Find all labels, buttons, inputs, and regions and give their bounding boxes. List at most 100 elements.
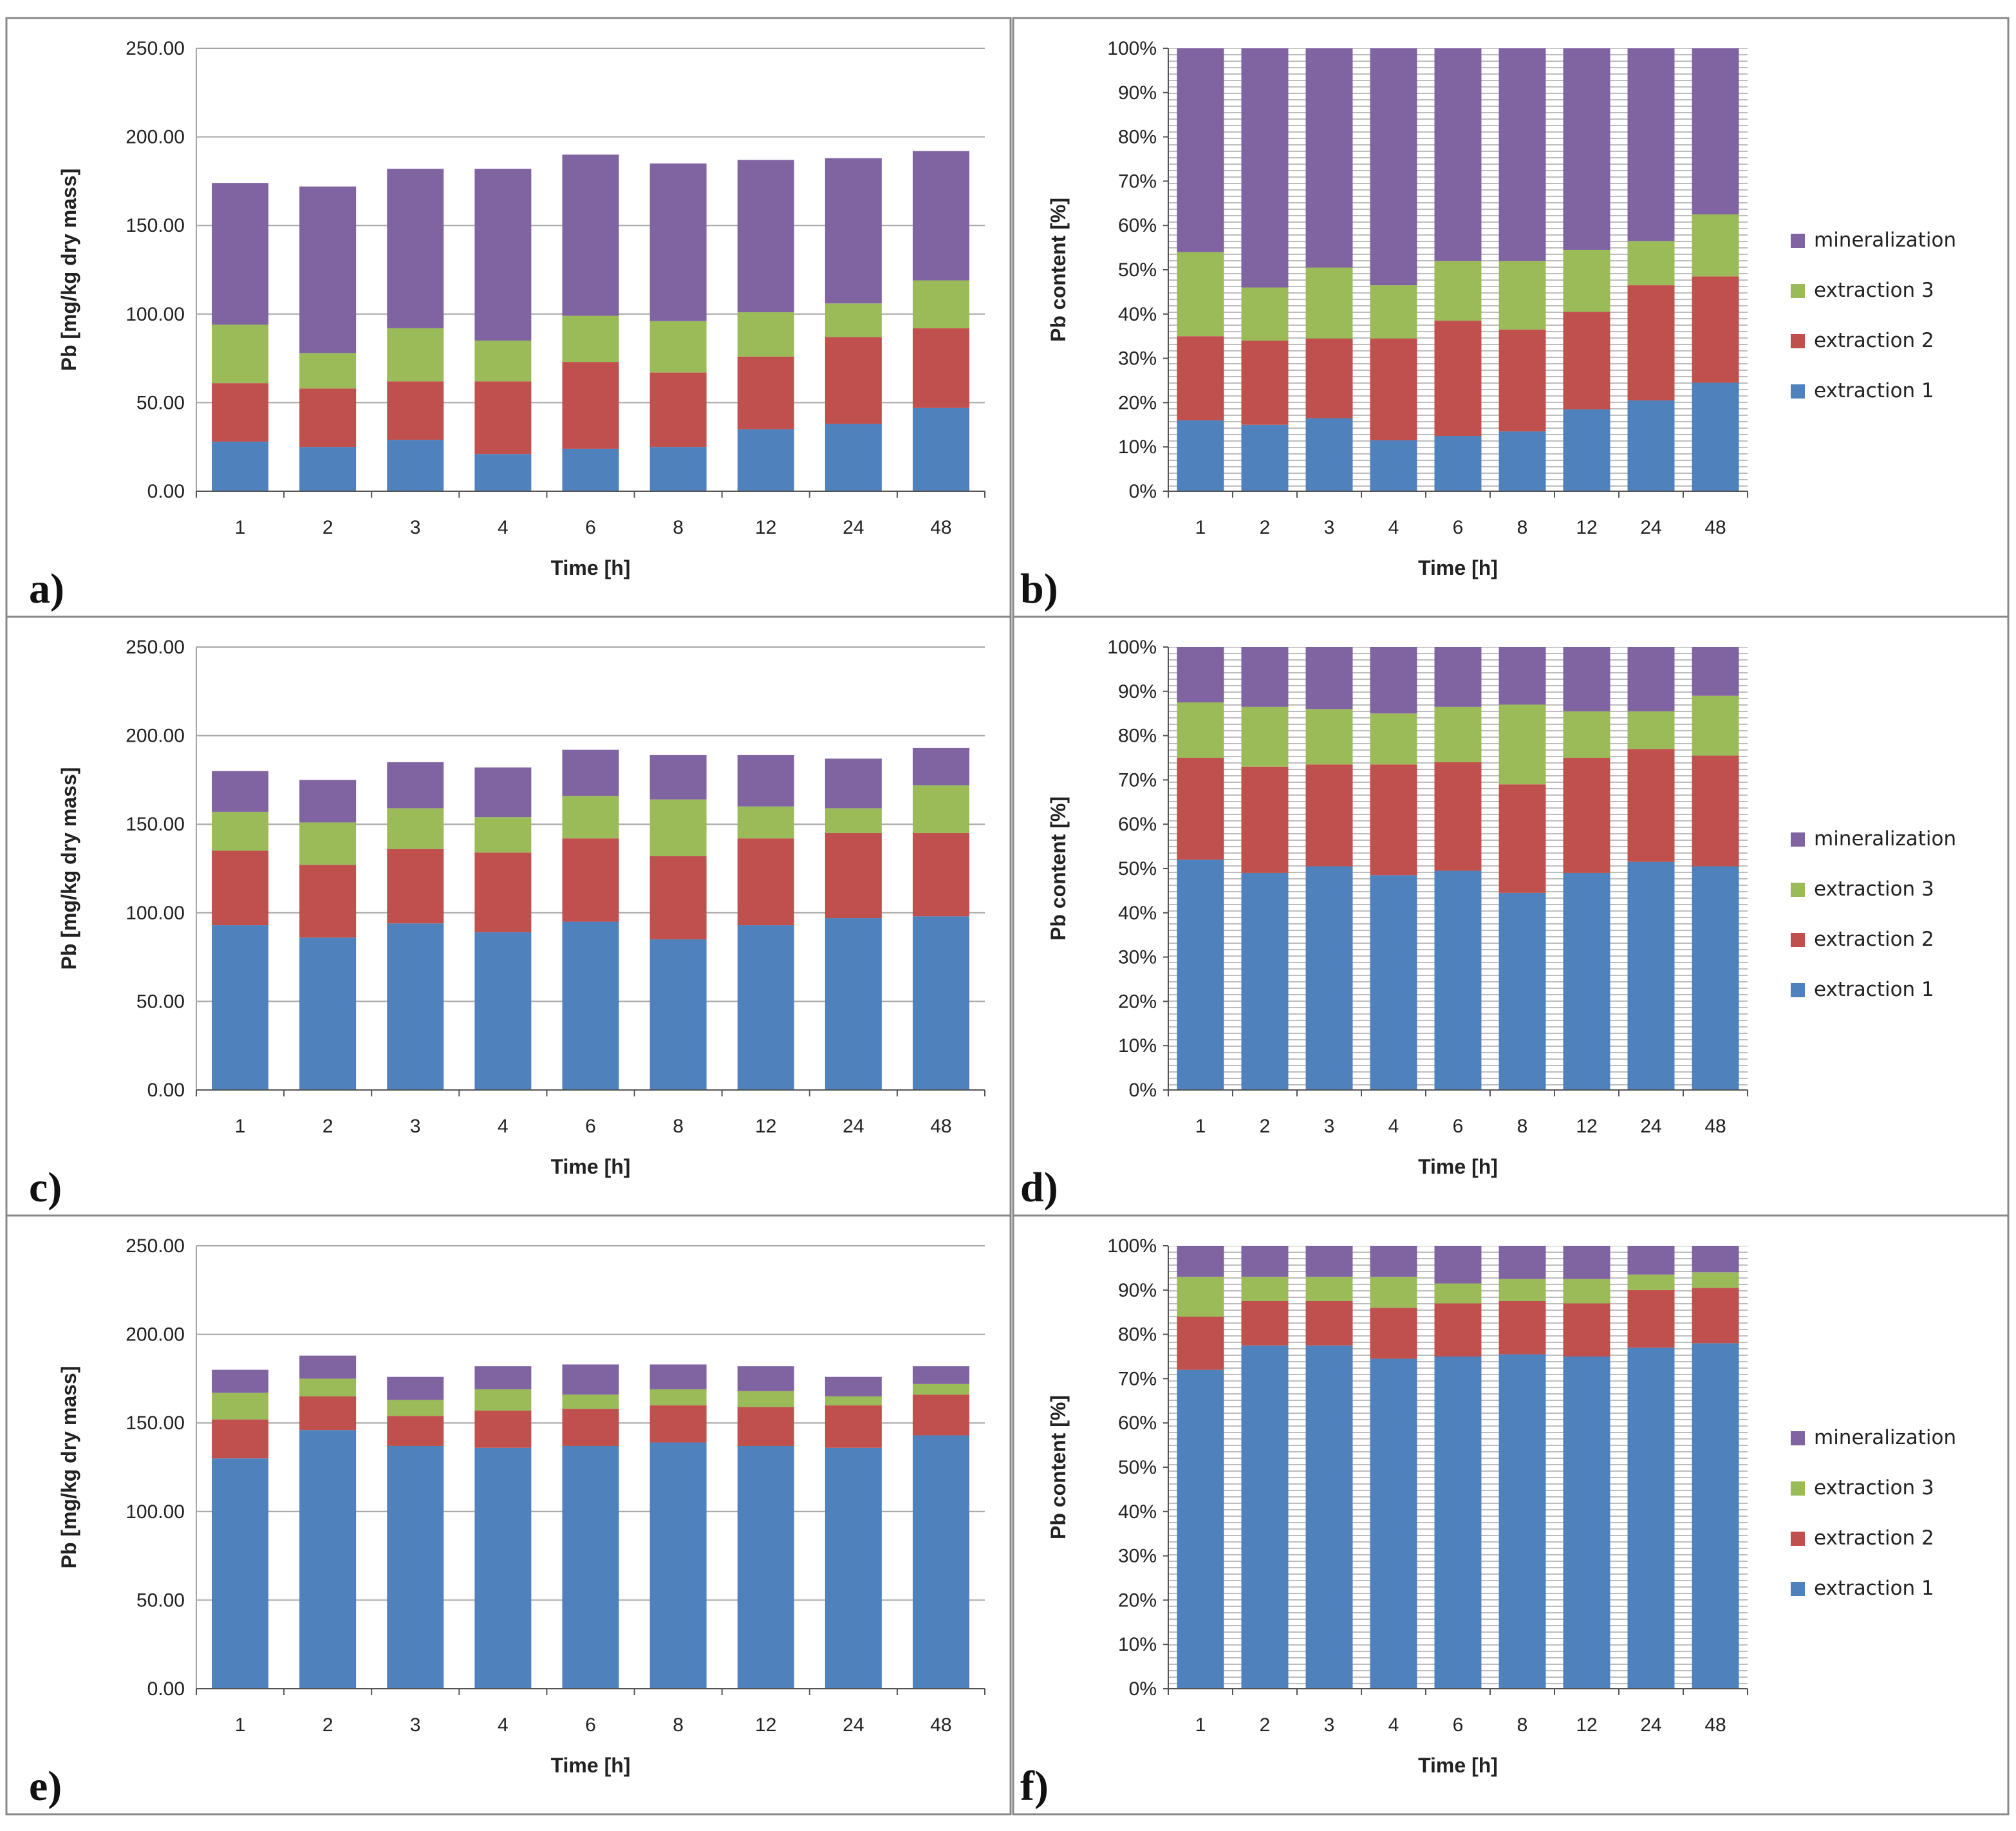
bar-segment <box>1563 1303 1610 1357</box>
x-tick-label: 6 <box>1453 1714 1464 1736</box>
y-tick-label: 30% <box>1118 348 1157 370</box>
bar-segment <box>737 925 794 1090</box>
legend-label: extraction 3 <box>1814 878 1934 901</box>
bar-segment <box>1563 758 1610 873</box>
x-tick-label: 12 <box>1576 1116 1597 1137</box>
bar-segment <box>1563 647 1610 711</box>
x-tick-label: 48 <box>930 517 951 538</box>
bar-segment <box>1434 436 1482 491</box>
bar-segment <box>1305 709 1353 765</box>
bar-segment <box>1563 872 1610 1090</box>
y-tick-label: 200.00 <box>126 127 185 148</box>
bar-segment <box>212 925 269 1090</box>
legend-label: extraction 1 <box>1814 1577 1934 1600</box>
bar-segment <box>1370 440 1417 491</box>
y-tick-label: 70% <box>1118 769 1157 791</box>
bar-segment <box>825 1376 882 1396</box>
bar-segment <box>1370 285 1417 339</box>
legend-label: extraction 2 <box>1814 1526 1934 1550</box>
x-tick-label: 12 <box>755 1714 776 1736</box>
x-axis-title: Time [h] <box>551 556 631 579</box>
bar-segment <box>1241 647 1289 707</box>
bar-segment <box>649 755 707 800</box>
x-tick-label: 2 <box>1260 1714 1271 1736</box>
bar-segment <box>1692 1246 1739 1273</box>
bar-segment <box>474 767 532 818</box>
bar-segment <box>1177 758 1224 860</box>
bar-segment <box>1241 1246 1289 1277</box>
bar-segment <box>1692 276 1739 383</box>
bar-segment <box>649 939 707 1090</box>
y-axis-title: Pb [mg/kg dry mass] <box>57 1366 80 1569</box>
x-tick-label: 24 <box>843 517 864 538</box>
bar-segment <box>1498 647 1546 705</box>
bar-segment <box>649 799 707 856</box>
panel-label: e) <box>29 1763 62 1810</box>
x-tick-label: 24 <box>1640 517 1661 538</box>
bar-segment <box>212 811 269 851</box>
bar-segment <box>1177 48 1224 252</box>
bar-segment <box>825 832 882 919</box>
bar-segment <box>1563 1357 1610 1689</box>
bar-segment <box>1177 1317 1224 1370</box>
bar-segment <box>1434 1283 1482 1304</box>
bar-segment <box>474 1366 532 1389</box>
bar-segment <box>474 1447 532 1689</box>
bar-segment <box>1498 329 1546 432</box>
bar-segment <box>212 1458 269 1689</box>
bar-segment <box>1305 647 1353 709</box>
legend-label: extraction 3 <box>1814 1476 1934 1499</box>
bar-segment <box>474 852 532 933</box>
bar-segment <box>387 1376 444 1400</box>
bar-segment <box>1434 1357 1482 1689</box>
y-axis-title: Pb content [%] <box>1047 198 1070 342</box>
x-tick-label: 48 <box>1704 1714 1726 1736</box>
bar-segment <box>825 758 882 809</box>
x-tick-label: 12 <box>1576 517 1597 538</box>
bar-segment <box>562 796 619 839</box>
bar-segment <box>1692 1288 1739 1344</box>
bar-segment <box>474 341 532 382</box>
x-tick-label: 12 <box>755 517 776 538</box>
bar-segment <box>1370 713 1417 765</box>
x-tick-label: 8 <box>1517 1116 1528 1137</box>
y-tick-label: 30% <box>1118 1546 1157 1567</box>
x-tick-label: 24 <box>1640 1116 1661 1137</box>
bar-segment <box>1627 1290 1675 1348</box>
x-tick-label: 48 <box>930 1714 951 1736</box>
legend-swatch <box>1791 1532 1805 1546</box>
y-tick-label: 100.00 <box>126 304 185 325</box>
y-tick-label: 90% <box>1118 1280 1157 1301</box>
bar-segment <box>212 441 269 491</box>
legend: mineralization extraction 3 extraction 2 ex… <box>1791 1426 1956 1600</box>
bar-segment <box>1305 418 1353 491</box>
y-tick-label: 100% <box>1107 1235 1157 1257</box>
bar-segment <box>1498 1354 1546 1689</box>
bar-segment <box>299 822 357 865</box>
bar-segment <box>912 1394 969 1436</box>
x-tick-label: 8 <box>1517 517 1528 538</box>
bar-segment <box>1692 866 1739 1090</box>
bar-segment <box>1241 872 1289 1090</box>
y-tick-label: 50.00 <box>136 1590 185 1611</box>
bar-segment <box>649 856 707 940</box>
bar-segment <box>737 429 794 491</box>
bar-segment <box>912 280 969 328</box>
bar-segment <box>1498 431 1546 491</box>
x-tick-label: 1 <box>235 517 246 538</box>
bar-segment <box>1370 1358 1417 1689</box>
bar-segment <box>912 1366 969 1384</box>
bar-segment <box>387 169 444 328</box>
bar-segment <box>212 771 269 812</box>
bar-segment <box>1627 241 1675 286</box>
bar-segment <box>1177 647 1224 702</box>
bar-segment <box>1370 875 1417 1090</box>
bar-segment <box>387 849 444 924</box>
y-tick-label: 40% <box>1118 304 1157 325</box>
bar-segment <box>1434 870 1482 1090</box>
y-tick-label: 20% <box>1118 392 1157 413</box>
bar-segment <box>299 388 357 447</box>
bar-segment <box>1177 859 1224 1090</box>
x-tick-label: 3 <box>1324 1714 1335 1736</box>
